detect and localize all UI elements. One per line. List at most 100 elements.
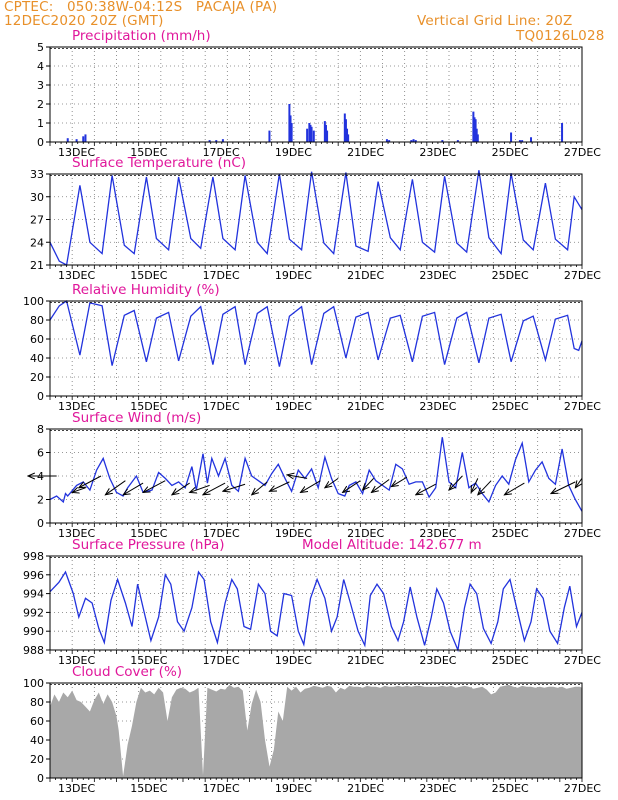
precip-bar	[289, 115, 292, 142]
precip-bar	[410, 140, 413, 142]
precip-bar	[343, 113, 346, 142]
wind-arrow	[391, 476, 408, 486]
y-tick-label: 100	[23, 677, 44, 690]
y-tick-label: 60	[30, 715, 44, 728]
precip-bar	[215, 140, 218, 142]
wind-arrow	[203, 482, 226, 495]
precip-bar	[326, 130, 329, 142]
x-tick-label: 23DEC	[419, 146, 456, 159]
wind-arrow	[300, 480, 321, 493]
x-tick-label: 21DEC	[347, 527, 384, 540]
x-tick-label: 27DEC	[564, 146, 601, 159]
x-tick-label: 21DEC	[347, 269, 384, 282]
x-tick-label: 23DEC	[419, 782, 456, 795]
x-tick-label: 13DEC	[58, 527, 95, 540]
y-tick-label: 0	[37, 390, 44, 403]
panel-title-temperature: Surface Temperature (nC)	[72, 155, 246, 171]
panel-precipitation: Precipitation (mm/h) 0 1 2 3 4 5 13DEC 15DEC 17DE…	[37, 28, 601, 159]
y-tick-label: 2	[37, 494, 44, 507]
x-tick-label: 15DEC	[130, 527, 167, 540]
precip-bar	[388, 140, 391, 142]
wind-arrow	[190, 484, 210, 492]
precip-bar	[208, 140, 211, 142]
precip-bar	[456, 140, 459, 142]
precip-bar	[66, 138, 69, 142]
x-tick-label: 25DEC	[492, 269, 529, 282]
wind-arrow	[72, 488, 86, 493]
x-tick-label: 17DEC	[203, 146, 240, 159]
panel-title-humidity: Relative Humidity (%)	[72, 282, 220, 298]
x-tick-label: 19DEC	[275, 400, 312, 413]
wind-arrow	[551, 481, 576, 494]
x-tick-label: 13DEC	[58, 654, 95, 667]
x-tick-label: 19DEC	[275, 146, 312, 159]
wind-arrow	[252, 481, 268, 495]
x-tick-label: 27DEC	[564, 400, 601, 413]
y-tick-label: 60	[30, 333, 44, 346]
precip-bar	[347, 134, 350, 142]
x-tick-label: 17DEC	[203, 654, 240, 667]
y-tick-label: 996	[23, 569, 44, 582]
precip-bar	[312, 130, 315, 142]
y-tick-label: 0	[37, 136, 44, 149]
x-tick-label: 21DEC	[347, 400, 384, 413]
wind-arrow	[449, 475, 463, 490]
precip-bar	[309, 124, 312, 142]
wind-arrow	[223, 483, 246, 491]
wind-arrow	[371, 479, 390, 493]
x-tick-label: 23DEC	[419, 400, 456, 413]
precip-bar	[521, 140, 524, 142]
y-tick-label: 6	[37, 447, 44, 460]
wind-arrow	[504, 482, 525, 495]
precip-bar	[310, 126, 313, 142]
precip-bar	[561, 123, 564, 142]
precip-bar	[518, 140, 521, 142]
x-tick-label: 17DEC	[203, 527, 240, 540]
x-tick-label: 21DEC	[347, 654, 384, 667]
panel-wind: Surface Wind (m/s)0246813DEC15DEC17DEC19…	[28, 410, 601, 540]
cloud-area	[50, 684, 582, 778]
precip-bar	[288, 104, 291, 142]
panel-title-wind: Surface Wind (m/s)	[72, 410, 201, 426]
y-tick-label: 33	[30, 168, 44, 181]
x-tick-label: 25DEC	[492, 146, 529, 159]
precip-bar	[344, 119, 347, 142]
x-tick-label: 13DEC	[58, 782, 95, 795]
precip-bar	[268, 130, 271, 142]
series-line-humidity	[49, 299, 583, 367]
precip-bar	[475, 128, 478, 142]
header-product-code: TQ0126L028	[516, 28, 605, 44]
precip-bar	[221, 139, 224, 142]
precip-bar	[84, 134, 87, 142]
x-tick-label: 15DEC	[130, 654, 167, 667]
y-tick-label: 990	[23, 625, 44, 638]
x-tick-label: 27DEC	[564, 654, 601, 667]
panel-title-precipitation: Precipitation (mm/h)	[72, 28, 211, 44]
y-tick-label: 1	[37, 117, 44, 130]
y-tick-label: 21	[30, 259, 44, 272]
precip-bar	[324, 124, 327, 142]
x-tick-label: 19DEC	[275, 654, 312, 667]
panel-title-pressure: Surface Pressure (hPa)	[72, 537, 225, 553]
precip-bar	[308, 123, 311, 142]
precip-bar	[346, 128, 349, 142]
precip-bar	[414, 140, 417, 142]
precip-bar	[82, 136, 85, 142]
wind-arrow	[79, 475, 102, 488]
wind-arrow	[343, 480, 361, 493]
wind-arrow	[325, 477, 339, 487]
precip-bar	[476, 134, 479, 142]
y-tick-label: 4	[37, 60, 44, 73]
x-tick-label: 13DEC	[58, 269, 95, 282]
series-line-wind	[49, 437, 583, 512]
series-line-temperature	[49, 170, 583, 266]
precip-bar	[530, 137, 533, 142]
precip-bar	[385, 139, 388, 142]
y-tick-label: 80	[30, 696, 44, 709]
panel-temperature: Surface Temperature (nC) 21 24 27 30 33 13DEC 1…	[30, 155, 601, 282]
x-tick-label: 23DEC	[419, 654, 456, 667]
wind-arrow	[172, 482, 190, 495]
x-tick-label: 15DEC	[130, 269, 167, 282]
panel-cloud-cover: Cloud Cover (%) 0 20 40 60 80 100 13DEC 15DEC 17D…	[23, 664, 601, 795]
wind-arrow	[287, 475, 308, 479]
